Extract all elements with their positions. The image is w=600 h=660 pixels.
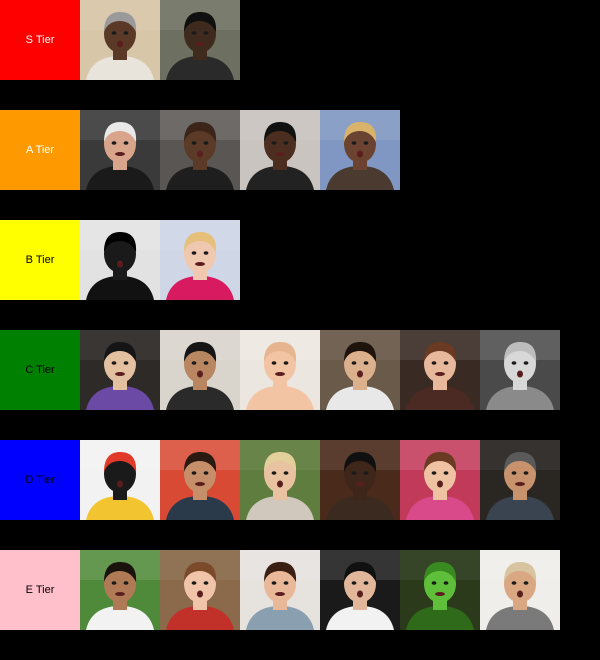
tier-item-girl-shocked-open-mouth[interactable] xyxy=(160,550,240,630)
tier-item-woman-blonde-wig[interactable] xyxy=(320,110,400,190)
man-gray-durag-surprised-image xyxy=(80,0,160,80)
woman-bucket-hat-image xyxy=(480,550,560,630)
person-round-glasses-image xyxy=(80,330,160,410)
tier-item-black-figurine-statue[interactable] xyxy=(80,220,160,300)
teen-grimacing-image xyxy=(320,330,400,410)
tier-item-man-gray-durag-surprised[interactable] xyxy=(80,0,160,80)
tier-label-e[interactable]: E Tier xyxy=(0,550,80,630)
tier-item-boy-gasping[interactable] xyxy=(320,550,400,630)
man-headphones-dark-image xyxy=(320,440,400,520)
tier-item-girl-soccer-field[interactable] xyxy=(80,550,160,630)
tier-item-doll-lying-down[interactable] xyxy=(160,220,240,300)
girl-shocked-open-mouth-image xyxy=(160,550,240,630)
tier-item-man-headphones-dark[interactable] xyxy=(320,440,400,520)
green-peppers-faces-image xyxy=(400,550,480,630)
older-man-white-hair-image xyxy=(80,110,160,190)
tier-item-fruit-sad-face-plate[interactable] xyxy=(80,440,160,520)
teen-curly-hair-image xyxy=(240,550,320,630)
tier-item-girl-braids-surprised[interactable] xyxy=(400,330,480,410)
fruit-sad-face-plate-image xyxy=(80,440,160,520)
tier-row-d: D Tier xyxy=(0,440,600,520)
man-beanie-serious-image xyxy=(480,440,560,520)
tier-items-e xyxy=(80,550,560,630)
tier-item-bald-man-smiling[interactable] xyxy=(160,110,240,190)
tier-label-c[interactable]: C Tier xyxy=(0,330,80,410)
girl-braids-surprised-image xyxy=(400,330,480,410)
tier-item-man-headphones-smiling[interactable] xyxy=(240,110,320,190)
tier-items-s xyxy=(80,0,240,80)
tier-item-toddler-grayscale-laughing[interactable] xyxy=(480,330,560,410)
tier-label-b[interactable]: B Tier xyxy=(0,220,80,300)
tier-item-older-man-white-hair[interactable] xyxy=(80,110,160,190)
tier-item-girl-hand-mouth[interactable] xyxy=(400,440,480,520)
tier-items-c xyxy=(80,330,560,410)
tier-row-e: E Tier xyxy=(0,550,600,630)
tier-items-a xyxy=(80,110,400,190)
toddler-grayscale-laughing-image xyxy=(480,330,560,410)
bearded-man-headphones-image xyxy=(160,440,240,520)
doll-lying-down-image xyxy=(160,220,240,300)
tier-item-baby-smiling[interactable] xyxy=(240,330,320,410)
tier-item-teen-grimacing[interactable] xyxy=(320,330,400,410)
man-headphones-smiling-image xyxy=(240,110,320,190)
tier-row-s: S Tier xyxy=(0,0,600,80)
tier-items-d xyxy=(80,440,560,520)
tier-item-woman-bucket-hat[interactable] xyxy=(480,550,560,630)
girl-hand-mouth-image xyxy=(400,440,480,520)
tier-item-teen-curly-hair[interactable] xyxy=(240,550,320,630)
tier-item-blonde-woman-forest[interactable] xyxy=(240,440,320,520)
bald-man-smiling-image xyxy=(160,110,240,190)
girl-soccer-field-image xyxy=(80,550,160,630)
black-figurine-statue-image xyxy=(80,220,160,300)
boy-gasping-image xyxy=(320,550,400,630)
tier-label-d[interactable]: D Tier xyxy=(0,440,80,520)
tier-item-man-black-cap-shocked[interactable] xyxy=(160,0,240,80)
tier-label-s[interactable]: S Tier xyxy=(0,0,80,80)
tier-item-person-round-glasses[interactable] xyxy=(80,330,160,410)
tier-items-b xyxy=(80,220,240,300)
tier-row-c: C Tier xyxy=(0,330,600,410)
baby-smiling-image xyxy=(240,330,320,410)
tier-item-man-squinting[interactable] xyxy=(160,330,240,410)
tier-row-a: A Tier xyxy=(0,110,600,190)
tier-item-man-beanie-serious[interactable] xyxy=(480,440,560,520)
man-squinting-image xyxy=(160,330,240,410)
man-black-cap-shocked-image xyxy=(160,0,240,80)
woman-blonde-wig-image xyxy=(320,110,400,190)
blonde-woman-forest-image xyxy=(240,440,320,520)
tier-label-a[interactable]: A Tier xyxy=(0,110,80,190)
tier-item-bearded-man-headphones[interactable] xyxy=(160,440,240,520)
tier-item-green-peppers-faces[interactable] xyxy=(400,550,480,630)
tier-row-b: B Tier xyxy=(0,220,600,300)
